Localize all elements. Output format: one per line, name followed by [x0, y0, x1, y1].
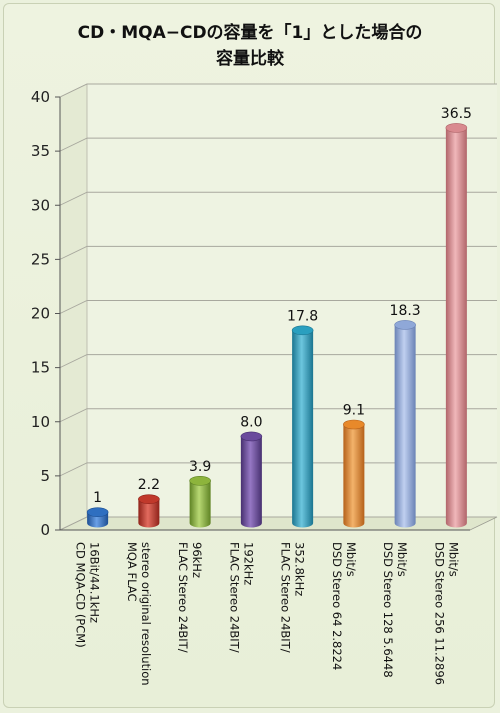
bar-body	[138, 499, 160, 528]
x-tick-label-line: DSD Stereo 256 11.2896	[432, 542, 446, 685]
bar-body	[343, 424, 365, 528]
data-label: 9.1	[343, 402, 365, 418]
bar-top	[291, 325, 314, 336]
x-tick-label: DSD Stereo 64 2.8224 Mbit/s	[330, 542, 358, 670]
x-tick-label: FLAC Stereo 24BIT/192kHz	[227, 542, 255, 653]
bar	[189, 475, 211, 528]
bar-top	[445, 123, 468, 133]
bar-top	[138, 494, 160, 504]
bar	[394, 320, 416, 528]
bar	[445, 123, 468, 528]
bar-top	[240, 431, 263, 442]
gridline	[59, 354, 497, 369]
y-tick-label: 25	[31, 250, 50, 268]
y-tick-label: 10	[31, 413, 50, 431]
bar-top	[343, 419, 365, 430]
x-tick-label-line: 16Bit/44.1kHz	[88, 542, 102, 623]
y-tick-label: 30	[31, 196, 50, 214]
y-tick-label: 35	[31, 142, 50, 160]
gridline	[59, 300, 497, 314]
chart-title: CD・MQA−CDの容量を「1」とした場合の 容量比較	[0, 20, 500, 72]
chart-title-line2: 容量比較	[216, 49, 284, 69]
gridline	[59, 137, 497, 152]
x-tick-label-line: 96kHz	[190, 542, 204, 578]
floor	[59, 516, 498, 531]
bar-top	[394, 320, 416, 330]
data-labels: 1 2.2 3.9 8.0 17.8 9.1 18.3 36.5	[93, 106, 472, 506]
x-axis-labels: CD MQA-CD (PCM) 16Bit/44.1kHz MQA FLAC ster…	[74, 542, 461, 686]
data-label: 17.8	[287, 308, 318, 324]
bar-body	[189, 480, 211, 528]
bar-body	[292, 330, 314, 528]
x-tick-label-line: 352.8kHz	[293, 542, 307, 596]
x-tick-label-line: Mbit/s	[395, 542, 409, 577]
data-label: 8.0	[240, 414, 262, 430]
x-tick-label-line: Mbit/s	[344, 542, 358, 577]
gridline	[59, 83, 497, 98]
x-tick-label: FLAC Stereo 24BIT/96kHz	[176, 542, 204, 653]
x-tick-label-line: DSD Stereo 128 5.6448	[381, 542, 395, 678]
data-label: 18.3	[390, 303, 421, 319]
bar	[343, 419, 365, 528]
gridline	[59, 191, 497, 206]
bar-top	[189, 475, 211, 486]
x-tick-label: MQA FLAC stereo original resolution	[125, 542, 153, 686]
x-tick-label: DSD Stereo 128 5.6448 Mbit/s	[381, 542, 409, 678]
chart-title-line1: CD・MQA−CDの容量を「1」とした場合の	[77, 23, 423, 43]
bar-body	[240, 436, 262, 528]
y-tick-label: 15	[31, 359, 50, 377]
y-tick-label: 0	[40, 521, 50, 539]
x-tick-label-line: DSD Stereo 64 2.8224	[330, 542, 344, 670]
x-tick-label-line: FLAC Stereo 24BIT/	[176, 542, 190, 653]
x-tick-label-line: FLAC Stereo 24BIT/	[227, 542, 241, 653]
x-tick-label-line: Mbit/s	[446, 542, 460, 577]
gridline	[59, 245, 497, 260]
bar	[240, 431, 263, 528]
x-tick-label-line: stereo original resolution	[139, 542, 153, 686]
bar-body	[394, 324, 416, 528]
y-tick-label: 5	[40, 467, 50, 485]
x-tick-label-line: 192kHz	[241, 542, 255, 585]
data-label: 36.5	[441, 106, 472, 122]
x-tick-label: DSD Stereo 256 11.2896 Mbit/s	[432, 542, 460, 685]
x-tick-label: FLAC Stereo 24BIT/352.8kHz	[279, 542, 307, 653]
y-tick-label: 20	[31, 305, 50, 323]
bar-top	[86, 507, 109, 517]
data-label: 3.9	[189, 459, 211, 475]
x-tick-label-line: CD MQA-CD (PCM)	[74, 542, 88, 648]
y-axis: 0 5 10 15 20 25 30 35 40	[31, 88, 470, 539]
gridline	[59, 408, 497, 423]
bar	[86, 507, 109, 528]
y-tick-label: 40	[31, 88, 50, 106]
x-tick-label-line: MQA FLAC	[125, 542, 139, 601]
bar-body	[445, 127, 467, 528]
bars	[86, 123, 468, 528]
x-tick-label-line: FLAC Stereo 24BIT/	[279, 542, 293, 653]
data-label: 1	[93, 490, 102, 506]
bar	[138, 494, 160, 528]
x-tick-label: CD MQA-CD (PCM) 16Bit/44.1kHz	[74, 542, 102, 648]
bar	[291, 325, 314, 528]
data-label: 2.2	[138, 477, 160, 493]
